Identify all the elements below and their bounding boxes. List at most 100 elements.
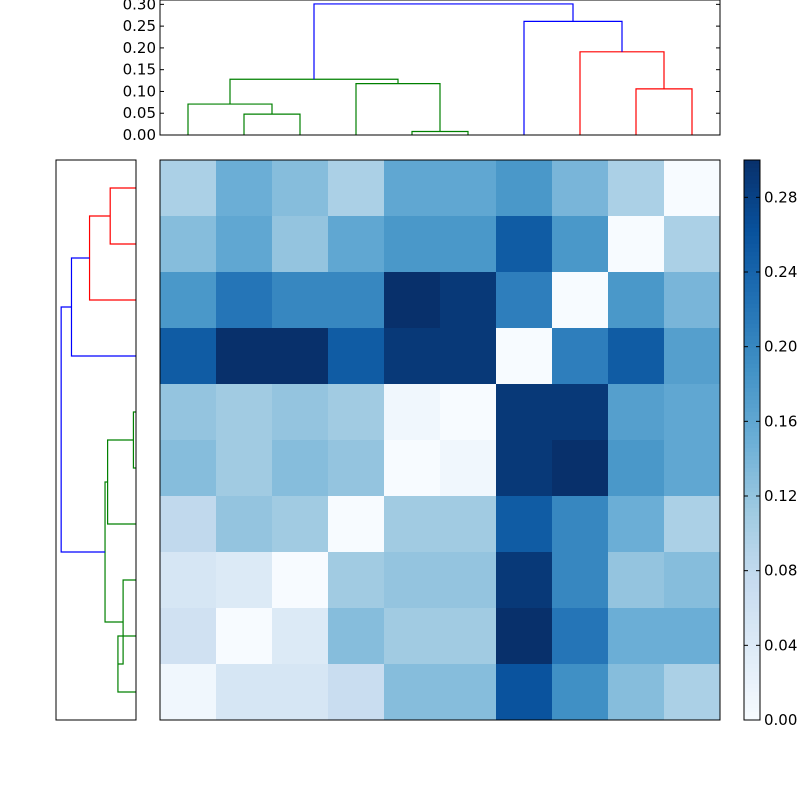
heatmap-cell xyxy=(272,216,329,273)
left-dendrogram-link xyxy=(107,439,136,525)
heatmap-cell xyxy=(328,328,385,385)
colorbar-segment xyxy=(744,376,760,381)
top-dendrogram-link xyxy=(313,3,574,80)
colorbar-segment xyxy=(744,204,760,209)
colorbar-segment xyxy=(744,392,760,397)
heatmap-cell xyxy=(384,608,441,665)
heatmap-cell xyxy=(216,664,273,721)
heatmap-cell xyxy=(272,440,329,497)
colorbar-segment xyxy=(744,600,760,605)
heatmap-cell xyxy=(272,608,329,665)
colorbar-segment xyxy=(744,308,760,313)
colorbar-segment xyxy=(744,656,760,661)
colorbar-gradient xyxy=(744,160,760,721)
colorbar-segment xyxy=(744,368,760,373)
colorbar-segment xyxy=(744,412,760,417)
colorbar-segment xyxy=(744,568,760,573)
colorbar-segment xyxy=(744,456,760,461)
colorbar-segment xyxy=(744,216,760,221)
heatmap-cell xyxy=(552,328,609,385)
colorbar-segment xyxy=(744,184,760,189)
colorbar-segment xyxy=(744,284,760,289)
colorbar-segment xyxy=(744,424,760,429)
colorbar-segment xyxy=(744,540,760,545)
heatmap-cell xyxy=(328,552,385,609)
colorbar-segment xyxy=(744,384,760,389)
heatmap-frame xyxy=(159,159,721,721)
heatmap-cell xyxy=(608,160,665,217)
colorbar-segment xyxy=(744,688,760,693)
colorbar-segment xyxy=(744,468,760,473)
heatmap-cell xyxy=(440,496,497,553)
colorbar-segment xyxy=(744,252,760,257)
colorbar-segment xyxy=(744,700,760,705)
top-dendrogram-frame xyxy=(159,0,721,136)
heatmap-cell xyxy=(608,328,665,385)
heatmap-cell xyxy=(552,608,609,665)
heatmap-cell xyxy=(328,440,385,497)
colorbar-segment xyxy=(744,652,760,657)
heatmap-cell xyxy=(160,216,217,273)
colorbar-segment xyxy=(744,596,760,601)
colorbar-tick-label: 0.16 xyxy=(764,412,797,430)
top-dendrogram-link xyxy=(243,113,301,135)
colorbar-segment xyxy=(744,300,760,305)
colorbar-segment xyxy=(744,440,760,445)
colorbar-segment xyxy=(744,168,760,173)
heatmap-cell xyxy=(496,328,553,385)
colorbar-segment xyxy=(744,636,760,641)
colorbar-segment xyxy=(744,668,760,673)
heatmap-cell xyxy=(664,216,721,273)
heatmap-cell xyxy=(552,496,609,553)
colorbar-segment xyxy=(744,356,760,361)
top-dendrogram xyxy=(187,3,693,135)
colorbar-segment xyxy=(744,464,760,469)
heatmap-cell xyxy=(160,552,217,609)
colorbar-segment xyxy=(744,288,760,293)
heatmap-cell xyxy=(608,664,665,721)
colorbar-segment xyxy=(744,344,760,349)
colorbar-segment xyxy=(744,608,760,613)
top-dendrogram-tick-label: 0.15 xyxy=(123,61,156,79)
left-dendrogram-link xyxy=(117,579,136,665)
heatmap-cell xyxy=(496,384,553,441)
colorbar-segment xyxy=(744,224,760,229)
heatmap-cell xyxy=(440,608,497,665)
colorbar-segment xyxy=(744,472,760,477)
heatmap-cell xyxy=(664,272,721,329)
heatmap-cell xyxy=(272,160,329,217)
colorbar-segment xyxy=(744,164,760,169)
heatmap-cell xyxy=(664,384,721,441)
colorbar-tick-label: 0.12 xyxy=(764,487,797,505)
heatmap-cell xyxy=(496,440,553,497)
colorbar-segment xyxy=(744,488,760,493)
heatmap-cell xyxy=(440,216,497,273)
colorbar-segment xyxy=(744,564,760,569)
colorbar-segment xyxy=(744,524,760,529)
left-dendrogram-link xyxy=(60,306,106,553)
colorbar-frame xyxy=(743,159,761,721)
colorbar-segment xyxy=(744,364,760,369)
heatmap-cell xyxy=(216,328,273,385)
colorbar-tick-label: 0.08 xyxy=(764,562,797,580)
colorbar-segment xyxy=(744,232,760,237)
colorbar-segment xyxy=(744,592,760,597)
heatmap-cell xyxy=(664,160,721,217)
heatmap-cell xyxy=(216,384,273,441)
colorbar-tick-label: 0.28 xyxy=(764,188,797,206)
heatmap-cells xyxy=(160,160,721,721)
heatmap-cell xyxy=(272,272,329,329)
heatmap-cell xyxy=(664,552,721,609)
colorbar-segment xyxy=(744,604,760,609)
heatmap-cell xyxy=(608,608,665,665)
heatmap-cell xyxy=(216,272,273,329)
left-dendrogram-link xyxy=(70,257,136,357)
heatmap-cell xyxy=(440,664,497,721)
colorbar-segment xyxy=(744,628,760,633)
left-dendrogram xyxy=(60,187,136,693)
heatmap-cell xyxy=(608,552,665,609)
heatmap-cell xyxy=(160,608,217,665)
colorbar-segment xyxy=(744,304,760,309)
colorbar-segment xyxy=(744,620,760,625)
colorbar-segment xyxy=(744,584,760,589)
